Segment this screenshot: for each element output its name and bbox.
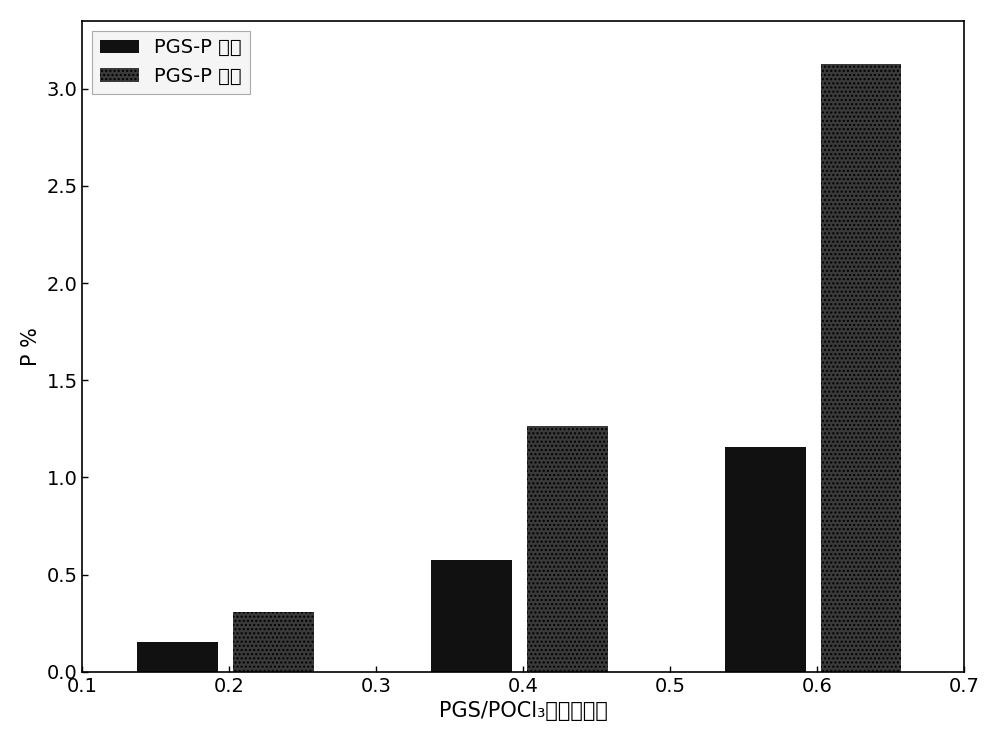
Bar [821, 64, 901, 672]
X-axis label: PGS/POCl₃（摩尔比）: PGS/POCl₃（摩尔比） [439, 701, 607, 721]
Bar [137, 642, 218, 672]
Bar [233, 612, 314, 672]
Bar [431, 560, 512, 672]
Bar [527, 426, 608, 672]
Bar [725, 447, 806, 672]
Legend: PGS-P 材料, PGS-P 支架: PGS-P 材料, PGS-P 支架 [92, 30, 250, 93]
Y-axis label: P %: P % [21, 327, 41, 366]
